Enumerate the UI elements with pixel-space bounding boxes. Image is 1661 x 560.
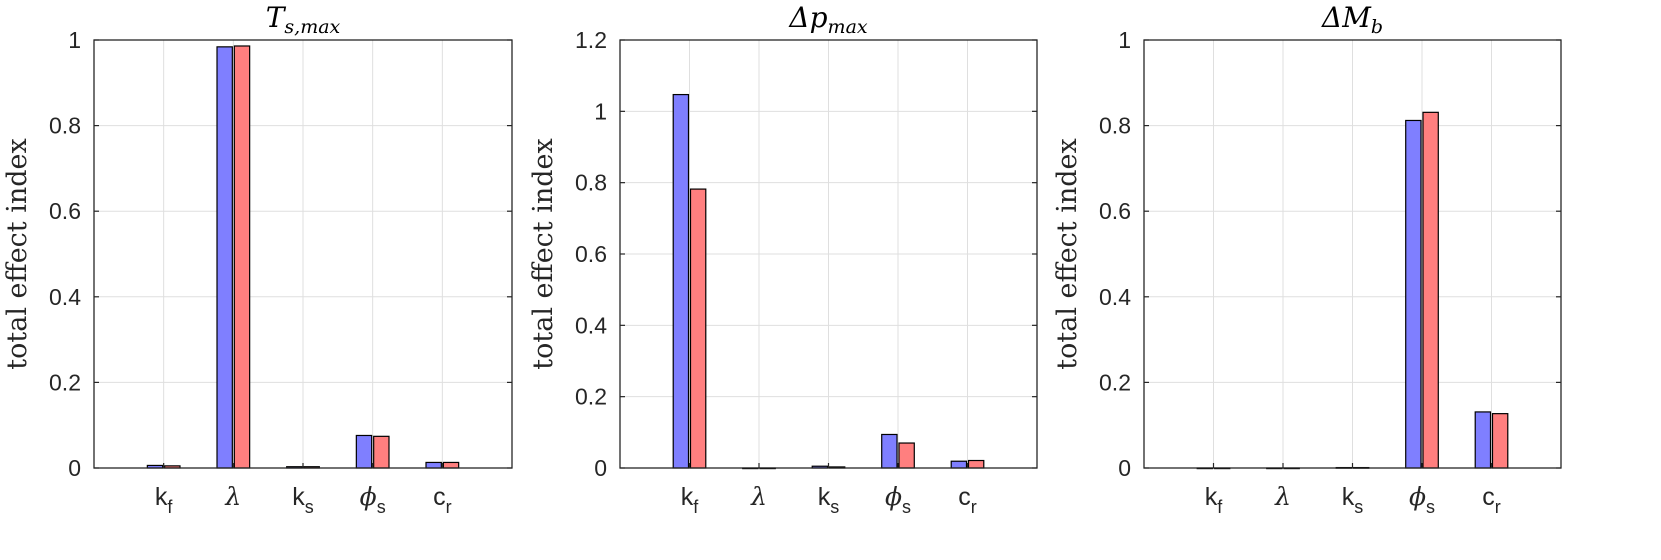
x-tick-label-2: λ bbox=[224, 482, 241, 511]
y-tick-label: 1.2 bbox=[575, 27, 607, 53]
x-tick-label-3: ks bbox=[1342, 483, 1364, 517]
bar-series1-5 bbox=[950, 460, 968, 469]
x-tick-label-2: λ bbox=[750, 482, 767, 511]
y-axis-label: total effect index bbox=[528, 138, 559, 369]
subplot-title: Δpmax bbox=[788, 1, 868, 38]
bar-series1-4 bbox=[881, 433, 898, 469]
bar-series1-4 bbox=[1405, 119, 1422, 469]
bar-series1-5 bbox=[425, 461, 442, 469]
x-tick-label-2: λ bbox=[1274, 482, 1291, 511]
y-tick-label: 0.8 bbox=[575, 170, 607, 196]
subplot-title: ΔMb bbox=[1321, 1, 1383, 38]
x-tick-label-3: ks bbox=[292, 483, 314, 517]
bar-series2-5 bbox=[967, 459, 985, 469]
x-tick-label-1: kf bbox=[1205, 483, 1224, 517]
y-tick-label: 1 bbox=[1118, 27, 1131, 53]
x-tick-label-5: cr bbox=[1482, 483, 1501, 517]
y-tick-label: 0 bbox=[68, 455, 81, 481]
x-tick-label-1: kf bbox=[155, 483, 174, 517]
x-tick-label-5: cr bbox=[958, 483, 977, 517]
bar-series2-2 bbox=[233, 45, 251, 469]
subplot-2: 0 0.2 0.4 0.6 0.8 1 1.2 kf λ ks ϕs cr Δpmax total eff… bbox=[528, 1, 1038, 517]
x-tick-label-4: ϕs bbox=[885, 482, 911, 517]
x-tick-label-3: ks bbox=[818, 483, 840, 517]
bar-series1-5 bbox=[1474, 411, 1492, 469]
subplot-3: 0 0.2 0.4 0.6 0.8 1 kf λ ks ϕs cr ΔMb total effect i… bbox=[1052, 1, 1562, 517]
y-tick-label: 0 bbox=[594, 455, 607, 481]
bar-series2-4 bbox=[373, 435, 390, 469]
y-tick-label: 0.2 bbox=[575, 384, 607, 410]
y-tick-label: 0.4 bbox=[575, 312, 607, 338]
y-tick-label: 1 bbox=[68, 27, 81, 53]
y-tick-label: 0.6 bbox=[575, 241, 607, 267]
bar-series1-4 bbox=[355, 434, 373, 469]
y-tick-label: 0.8 bbox=[49, 113, 81, 139]
bar-series1-2 bbox=[216, 46, 233, 469]
bar-series2-5 bbox=[442, 461, 460, 469]
bar-series2-4 bbox=[898, 442, 915, 469]
y-tick-label: 0.4 bbox=[49, 284, 81, 310]
bar-series2-5 bbox=[1491, 413, 1509, 469]
subplot-title: Ts,max bbox=[266, 1, 341, 38]
y-tick-label: 0.8 bbox=[1099, 113, 1131, 139]
bar-series1-1 bbox=[672, 93, 690, 469]
y-tick-label: 0.2 bbox=[1099, 369, 1131, 395]
bar-series2-1 bbox=[689, 188, 707, 469]
subplot-1: 0 0.2 0.4 0.6 0.8 1 kf λ ks ϕs cr Ts,max total effec… bbox=[2, 1, 513, 517]
y-axis-label: total effect index bbox=[1052, 138, 1083, 369]
y-tick-label: 0.6 bbox=[49, 198, 81, 224]
bar-series2-4 bbox=[1422, 111, 1439, 469]
y-tick-label: 0 bbox=[1118, 455, 1131, 481]
x-tick-label-4: ϕs bbox=[360, 482, 386, 517]
x-tick-label-5: cr bbox=[433, 483, 452, 517]
y-axis-label: total effect index bbox=[2, 138, 33, 369]
x-tick-label-1: kf bbox=[681, 483, 700, 517]
y-tick-label: 0.6 bbox=[1099, 198, 1131, 224]
x-tick-label-4: ϕs bbox=[1409, 482, 1435, 517]
y-tick-label: 0.4 bbox=[1099, 284, 1131, 310]
y-tick-label: 0.2 bbox=[49, 369, 81, 395]
y-tick-label: 1 bbox=[594, 98, 607, 124]
